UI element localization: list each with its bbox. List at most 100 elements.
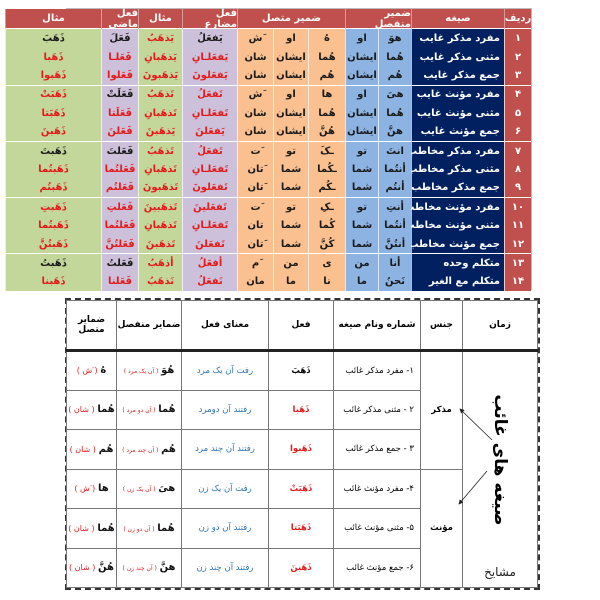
verb-meaning: رفتند آن چند مرد — [181, 429, 269, 470]
fel-mazi: فَعَلَتْ — [101, 85, 138, 104]
zamir-monfasel-arabic: نَحنُ — [378, 272, 411, 291]
zamir-mottasel-cell: ها ( َش ) — [66, 468, 117, 509]
zamir-monfasel-cell: هنَّ ( آن چند زن ) — [116, 547, 182, 588]
verb: ذَهَبنَ — [268, 547, 334, 588]
zamir-monfasel-arabic: أنتِ — [378, 197, 411, 217]
zamir-monfasel-persian: او — [345, 29, 378, 48]
header-shomare-sigheh: شماره ونام صیغه — [333, 300, 421, 352]
sigheh-name-text: جمع مذکر مخاطب — [411, 182, 500, 194]
zamir-mottasel-persian: تو — [273, 197, 308, 217]
zamir-mottasel-suffix: َتان — [237, 159, 273, 179]
zamir-monfasel-persian-text: تو — [356, 145, 368, 157]
zamir-monfasel-arabic: أنا — [378, 253, 411, 273]
zamir-monfasel-persian-text: ایشان — [347, 126, 377, 138]
mesal-mazi-text: ذَهَبَتْ — [40, 89, 67, 101]
verb: ذَهَبَ — [268, 350, 334, 391]
zamir-monfasel-arabic-text: أنا — [389, 257, 401, 269]
row-number: ۱۰ — [504, 197, 531, 217]
fel-mazi-text: فَعَلنا — [107, 275, 133, 287]
mesal-mozare: تَذهَبُ — [138, 85, 182, 104]
zamir-monfasel-arabic-text: هوَ — [388, 32, 402, 44]
header-mesal-mozare: مثال — [138, 9, 182, 29]
zamir-monfasel-cell: هُوَ ( آن یک مرد ) — [116, 350, 182, 391]
row-number: ۱۲ — [504, 234, 531, 254]
fel-mazi: فَعَلتُنَّ — [101, 234, 138, 254]
conjugation-table: ردیف صیغه ضمیر منفصل ضمیر متصل فعل مضارع… — [5, 8, 532, 291]
verb: ذَهَبَتْ — [268, 468, 334, 509]
zamir-mottasel-persian: ایشان — [273, 103, 308, 123]
sigheh-name-text: مفرد مؤنث مخاطب — [404, 201, 500, 213]
zamir-mottasel-persian-text: تو — [285, 201, 297, 213]
zamir-mottasel-arabic-text: هُنَّ — [319, 126, 335, 138]
fel-mozare-text: تَفعَلـانِ — [191, 107, 229, 119]
sigheh-label: ۳ - جمع مذکر غائب — [333, 429, 421, 470]
zamir-mottasel-arabic-text: ـکُم — [318, 182, 336, 194]
zamir-monfasel-persian-text: ایشان — [347, 70, 377, 82]
mesal-mozare-text: تَذهَبونَ — [142, 182, 179, 194]
row-number-text: ۶ — [514, 126, 522, 138]
fel-mazi-text: فَعَلتُما — [104, 219, 136, 231]
zamir-monfasel-persian: تو — [345, 141, 378, 160]
row-number-text: ۸ — [514, 163, 522, 175]
zamir-monfasel-arabic: انتَ — [378, 141, 411, 160]
zamir-mottasel-persian-text: ایشان — [276, 107, 306, 119]
zamir-mottasel-arabic: ـکِ — [308, 197, 345, 217]
zamir-monfasel-arabic-text: هُما — [386, 107, 404, 119]
mesal-mozare-text: یَذهَبنَ — [145, 126, 176, 138]
mesal-mazi-text: ذَهَبتُم — [39, 182, 68, 194]
zamir-monfasel-cell: هُما ( آن دو مرد ) — [116, 389, 182, 430]
sigheh-name-text: متکلم مع الغیر — [428, 275, 500, 287]
mesal-mozare: نَذهَبُ — [138, 272, 182, 291]
zamir-monfasel-note: ( آن دو زن ) — [123, 525, 155, 533]
zamir-monfasel-arabic-text: أنتُما — [384, 163, 406, 175]
zamir-mottasel-suffix: َت — [237, 197, 273, 217]
zamir-mottasel-persian-text: ایشان — [276, 126, 306, 138]
zamir-mottasel-persian-text: شما — [280, 238, 302, 250]
row-number: ۴ — [504, 85, 531, 104]
zamir-mottasel-arabic: نا — [308, 272, 345, 291]
zamir-monfasel-note: ( آن دو مرد ) — [122, 407, 156, 415]
fel-mazi-text: فَعَلنَ — [107, 126, 133, 138]
fel-mazi-text: فَعَلَ — [109, 32, 131, 44]
sigheh-name: متکلم مع الغیر — [411, 272, 504, 291]
zamir-mottasel-arabic-text: هُما — [318, 107, 336, 119]
zamir-mottasel-persian: ایشان — [273, 122, 308, 142]
sigheh-name-text: مفرد مؤنث غایب — [416, 89, 500, 101]
mesal-mazi-text: ذَهَبتِ — [40, 201, 67, 213]
fel-mazi-text: فَعَلتِ — [106, 201, 134, 213]
zamir-monfasel-persian-text: تو — [356, 201, 368, 213]
header-zamayer-monfasel: ضمایر منفصل — [116, 300, 182, 352]
zamir-mottasel-note: ( شان ) — [68, 405, 95, 415]
sigheh-name-text: مفرد مذکر مخاطب — [407, 145, 500, 157]
zamir-monfasel-cell: هُما ( آن دو زن ) — [116, 508, 182, 549]
fel-mozare-text: تَفعَلُ — [197, 145, 223, 157]
header-mesal-mazi: مثال — [5, 9, 101, 29]
zamir-mottasel-cell: هُم ( شان ) — [66, 429, 117, 470]
fel-mozare-text: یَفعَلـانِ — [191, 51, 229, 63]
zamir-mottasel-suffix: َتان — [237, 178, 273, 198]
zamir-mottasel: هُ — [100, 365, 107, 377]
mesal-mozare-text: یَذهَبُ — [146, 32, 175, 44]
header-zamir-monfasel: ضمیر منفصل — [345, 8, 411, 30]
zamir-mottasel-persian-text: من — [283, 257, 299, 269]
zamir-monfasel-persian: او — [345, 85, 378, 104]
fel-mozare-text: تَفعَلـانِ — [191, 163, 229, 175]
zamir-mottasel-persian-text: ایشان — [276, 70, 306, 82]
zamir-monfasel-arabic-text: أنتُنَّ — [384, 238, 406, 250]
zamir-mottasel-suffix: شان — [237, 47, 273, 67]
zamir-monfasel-note: ( آن چند زن ) — [122, 565, 157, 573]
zamir-monfasel: هُما — [158, 404, 176, 416]
zamir-mottasel-arabic: ـکَ — [308, 141, 345, 160]
zamir-mottasel-suffix-text: تان — [247, 219, 264, 231]
fel-mazi: فَعَلتُ — [101, 253, 138, 273]
mesal-mozare: یَذهَبونَ — [138, 66, 182, 86]
sigheh-name: جمع مؤنث مخاطب — [408, 234, 504, 254]
zamir-mottasel-cell: هُما ( شان ) — [66, 389, 117, 430]
fel-mozare-text: تَفعَلونَ — [192, 182, 228, 194]
fel-mozare: یَفعَلـانِ — [182, 47, 237, 67]
zamir-monfasel-arabic: هیَ — [378, 85, 411, 104]
mesal-mozare: تَذهَبانِ — [138, 216, 182, 235]
zamir-mottasel-persian: ما — [273, 272, 308, 291]
zamir-mottasel-suffix: َش — [237, 85, 273, 104]
sigheh-name: متکلم وحده — [411, 253, 504, 273]
